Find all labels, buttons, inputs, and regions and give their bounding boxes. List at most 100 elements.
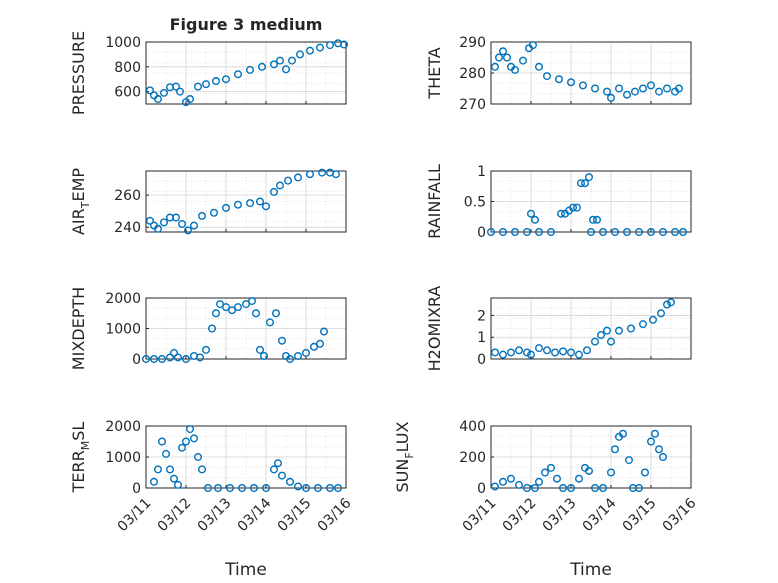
y-tick-label: 600	[114, 85, 141, 101]
data-point	[245, 199, 254, 208]
data-point	[256, 345, 265, 354]
data-point	[547, 463, 556, 472]
data-point	[575, 350, 584, 359]
y-axis-label: TERRMSL	[69, 422, 92, 494]
data-point	[507, 474, 516, 483]
data-point	[149, 355, 158, 364]
data-point	[503, 53, 512, 62]
data-point	[511, 227, 520, 236]
data-point	[171, 213, 180, 222]
data-point	[581, 179, 590, 188]
data-point	[547, 227, 556, 236]
data-point	[647, 81, 656, 90]
data-point	[318, 168, 327, 177]
data-point	[647, 437, 656, 446]
data-point	[211, 77, 220, 86]
data-point	[675, 84, 684, 93]
data-point	[181, 355, 190, 364]
data-point	[189, 434, 198, 443]
data-point	[314, 484, 323, 493]
data-point	[256, 197, 265, 206]
data-point	[266, 318, 275, 327]
data-point	[165, 353, 174, 362]
data-point	[649, 315, 658, 324]
data-point	[559, 347, 568, 356]
data-point	[569, 203, 578, 212]
data-point	[340, 40, 349, 49]
data-point	[185, 95, 194, 104]
data-point	[527, 350, 536, 359]
data-point	[639, 320, 648, 329]
subplot-pressure: 600 800 1000 PRESSURE Figure 3 medium	[69, 15, 349, 115]
data-point	[551, 348, 560, 357]
data-point	[159, 88, 168, 97]
data-point	[591, 84, 600, 93]
data-point	[197, 465, 206, 474]
axes-frame	[145, 170, 347, 233]
data-point	[499, 227, 508, 236]
data-point	[651, 429, 660, 438]
data-point	[597, 331, 606, 340]
data-point	[278, 471, 287, 480]
data-point	[278, 336, 287, 345]
data-point	[511, 65, 520, 74]
data-point	[294, 351, 303, 360]
data-point	[227, 306, 236, 315]
data-point	[153, 465, 162, 474]
data-point	[679, 227, 688, 236]
data-point	[316, 339, 325, 348]
data-point	[153, 95, 162, 104]
subplot-h2omixra: 0 1 2 H2OMIXRA	[425, 286, 692, 371]
data-point	[173, 480, 182, 489]
subplot-rainfall: 0 0.5 1 RAINFALL	[425, 164, 692, 241]
y-axis-label: SUNFLUX	[393, 421, 416, 492]
data-point	[272, 309, 281, 318]
y-tick-label: 290	[459, 35, 486, 51]
data-point	[579, 81, 588, 90]
data-point	[491, 348, 500, 357]
data-point	[203, 484, 212, 493]
y-tick-label: 0	[132, 352, 141, 368]
data-point	[531, 484, 540, 493]
data-point	[181, 437, 190, 446]
data-point	[334, 484, 343, 493]
y-tick-label: 0.5	[464, 195, 486, 211]
y-axis-label: THETA	[425, 47, 444, 99]
data-point	[193, 453, 202, 462]
data-point	[487, 227, 496, 236]
y-tick-label: 2000	[105, 291, 141, 307]
data-point	[567, 484, 576, 493]
data-point	[491, 62, 500, 71]
y-tick-label: 260	[114, 188, 141, 204]
data-point	[296, 50, 305, 59]
data-point	[149, 477, 158, 486]
data-point	[593, 215, 602, 224]
data-point	[495, 53, 504, 62]
data-point	[515, 480, 524, 489]
data-point	[599, 484, 608, 493]
data-point	[591, 337, 600, 346]
data-point	[535, 344, 544, 353]
data-point	[145, 86, 154, 95]
data-point	[169, 474, 178, 483]
data-point	[260, 351, 269, 360]
data-point	[491, 482, 500, 491]
data-point	[499, 47, 508, 56]
data-point	[177, 443, 186, 452]
data-point	[211, 309, 220, 318]
data-point	[627, 324, 636, 333]
data-point	[233, 70, 242, 79]
data-point	[258, 62, 267, 71]
data-point	[523, 227, 532, 236]
data-point	[583, 346, 592, 355]
data-point	[294, 173, 303, 182]
data-point	[201, 80, 210, 89]
data-point	[302, 348, 311, 357]
data-point	[671, 227, 680, 236]
y-tick-label: 1000	[105, 322, 141, 338]
data-point	[262, 484, 271, 493]
data-point	[282, 65, 291, 74]
data-point	[523, 484, 532, 493]
y-axis-label: RAINFALL	[425, 164, 444, 239]
data-point	[603, 326, 612, 335]
